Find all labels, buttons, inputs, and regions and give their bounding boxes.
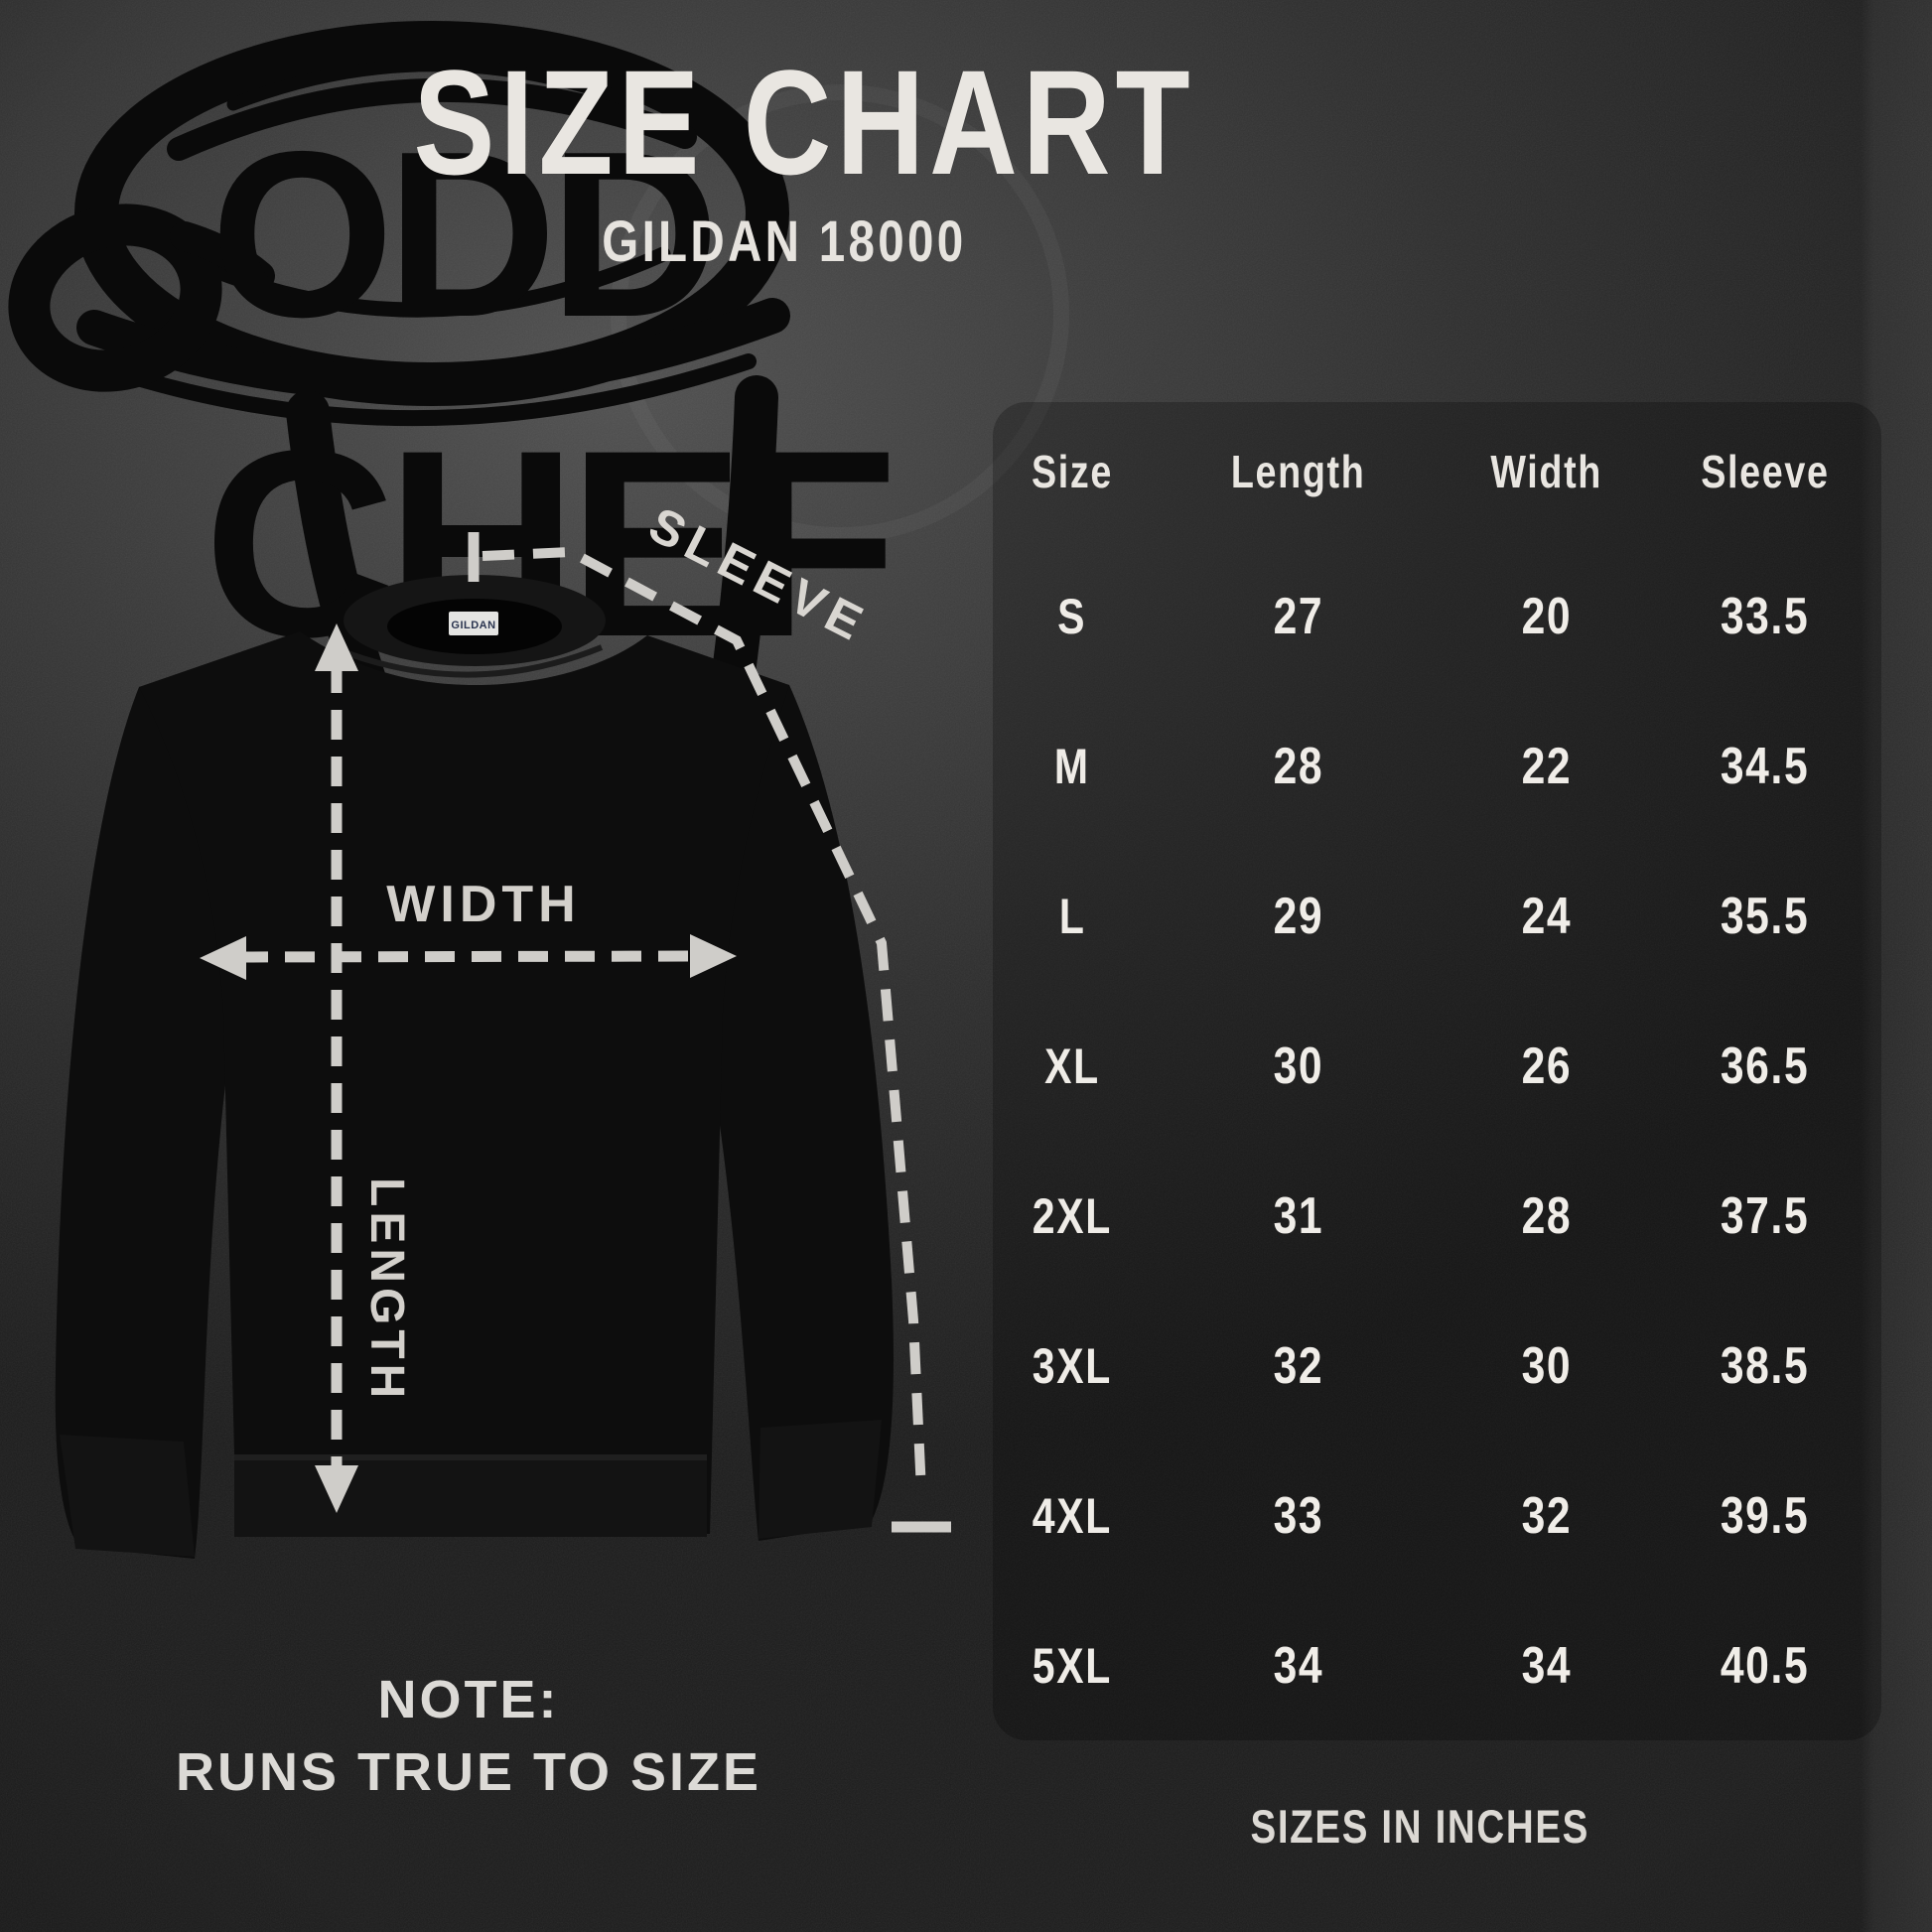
cell-sleeve: 37.5 xyxy=(1720,1186,1810,1245)
cell-length: 27 xyxy=(1273,587,1323,645)
fit-note-heading: NOTE: xyxy=(377,1670,560,1729)
sweatshirt-cuff-right xyxy=(759,1420,882,1539)
cell-width: 32 xyxy=(1521,1486,1572,1545)
sweatshirt-illustration: GILDAN xyxy=(55,575,894,1559)
page-title: SIZE CHART xyxy=(413,39,1195,206)
cell-length: 31 xyxy=(1273,1186,1323,1245)
column-header-sleeve: Sleeve xyxy=(1700,446,1830,497)
length-arrow-head-bottom xyxy=(315,1465,358,1513)
cell-size: 4XL xyxy=(1032,1487,1113,1544)
cell-size: 5XL xyxy=(1032,1637,1113,1694)
units-footnote: SIZES IN INCHES xyxy=(1250,1800,1589,1853)
cell-width: 24 xyxy=(1521,887,1572,945)
column-header-width: Width xyxy=(1490,446,1602,497)
collar-tag-label: GILDAN xyxy=(451,620,495,631)
sweatshirt-torso xyxy=(139,631,789,1534)
cell-width: 26 xyxy=(1521,1036,1572,1095)
cell-length: 29 xyxy=(1273,887,1323,945)
cell-size: S xyxy=(1057,588,1087,644)
cell-width: 30 xyxy=(1521,1336,1572,1395)
cell-length: 33 xyxy=(1273,1486,1323,1545)
cell-size: 2XL xyxy=(1032,1187,1113,1244)
cell-sleeve: 40.5 xyxy=(1720,1636,1810,1695)
width-arrow-head-left xyxy=(200,936,246,980)
cell-length: 34 xyxy=(1273,1636,1323,1695)
width-arrow-head-right xyxy=(690,934,737,978)
cell-sleeve: 33.5 xyxy=(1720,587,1810,645)
column-header-length: Length xyxy=(1230,446,1366,497)
cell-sleeve: 34.5 xyxy=(1720,737,1810,795)
column-header-size: Size xyxy=(1031,446,1114,497)
length-arrow-head-top xyxy=(315,623,358,671)
cell-size: M xyxy=(1054,738,1090,794)
cell-length: 30 xyxy=(1273,1036,1323,1095)
sweatshirt-cuff-left xyxy=(60,1435,195,1557)
fit-note-body: RUNS TRUE TO SIZE xyxy=(175,1742,762,1802)
width-label: WIDTH xyxy=(386,876,580,933)
fit-note: NOTE: RUNS TRUE TO SIZE xyxy=(91,1664,846,1809)
pot-word-odd: ODD xyxy=(210,103,712,366)
size-table-panel: Size Length Width Sleeve S 27 20 33.5 M … xyxy=(993,402,1881,1740)
cell-sleeve: 36.5 xyxy=(1720,1036,1810,1095)
cell-length: 28 xyxy=(1273,737,1323,795)
cell-width: 22 xyxy=(1521,737,1572,795)
cell-sleeve: 38.5 xyxy=(1720,1336,1810,1395)
cell-sleeve: 39.5 xyxy=(1720,1486,1810,1545)
cell-size: XL xyxy=(1044,1037,1100,1094)
sweatshirt-hem-band xyxy=(234,1455,707,1537)
cell-width: 20 xyxy=(1521,587,1572,645)
length-label: LENGTH xyxy=(360,1177,413,1403)
cell-size: L xyxy=(1058,888,1086,944)
collar-tag xyxy=(449,612,498,635)
sleeve-measure-line xyxy=(482,546,926,1492)
cell-width: 28 xyxy=(1521,1186,1572,1245)
page-subtitle: GILDAN 18000 xyxy=(602,209,967,274)
cell-sleeve: 35.5 xyxy=(1720,887,1810,945)
width-arrow-line xyxy=(237,950,702,963)
cell-width: 34 xyxy=(1521,1636,1572,1695)
cell-length: 32 xyxy=(1273,1336,1323,1395)
measurement-arrows xyxy=(200,532,951,1533)
cell-size: 3XL xyxy=(1032,1337,1113,1394)
